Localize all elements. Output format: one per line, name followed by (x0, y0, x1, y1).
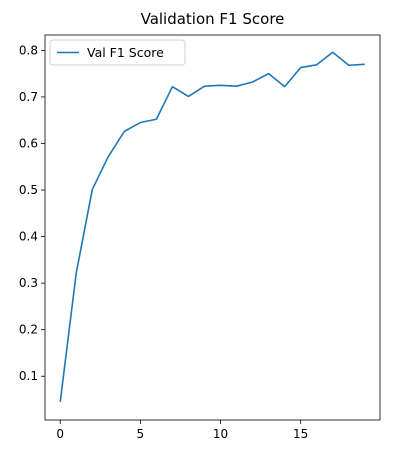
legend-label: Val F1 Score (87, 45, 164, 60)
data-point (155, 118, 157, 120)
y-tick-label: 0.7 (19, 90, 38, 104)
x-tick-label: 0 (56, 427, 64, 441)
legend: Val F1 Score (49, 39, 186, 66)
data-point (332, 51, 334, 53)
series-layer (59, 51, 365, 402)
data-point (252, 81, 254, 83)
data-point (75, 272, 77, 274)
data-point (284, 86, 286, 88)
data-point (236, 85, 238, 87)
plot-background (45, 35, 380, 420)
chart-title: Validation F1 Score (141, 10, 285, 28)
data-point (172, 86, 174, 88)
x-tick-label: 15 (293, 427, 308, 441)
y-tick-label: 0.8 (19, 43, 38, 57)
y-axis: 0.1 0.2 0.3 0.4 0.5 0.6 0.7 0.8 (19, 43, 45, 383)
data-point (139, 122, 141, 124)
y-tick-label: 0.3 (19, 276, 38, 290)
data-point (107, 156, 109, 158)
data-point (364, 63, 366, 65)
y-tick-label: 0.6 (19, 136, 38, 150)
data-point (204, 85, 206, 87)
plot-area (45, 35, 380, 420)
y-tick-label: 0.5 (19, 183, 38, 197)
series-line (59, 51, 365, 402)
data-point (300, 67, 302, 69)
y-tick-label: 0.4 (19, 230, 38, 244)
data-point (316, 64, 318, 66)
data-point (268, 73, 270, 75)
legend-box (49, 39, 186, 66)
y-tick-label: 0.1 (19, 369, 38, 383)
y-tick-label: 0.2 (19, 323, 38, 337)
data-point (220, 84, 222, 86)
axes-frame (44, 34, 381, 421)
data-point (91, 189, 93, 191)
data-point (123, 130, 125, 132)
data-point (348, 64, 350, 66)
data-point (59, 401, 61, 403)
data-point (188, 96, 190, 98)
x-tick-label: 10 (213, 427, 228, 441)
x-tick-label: 5 (137, 427, 145, 441)
x-axis: 0 5 10 15 (56, 420, 308, 441)
